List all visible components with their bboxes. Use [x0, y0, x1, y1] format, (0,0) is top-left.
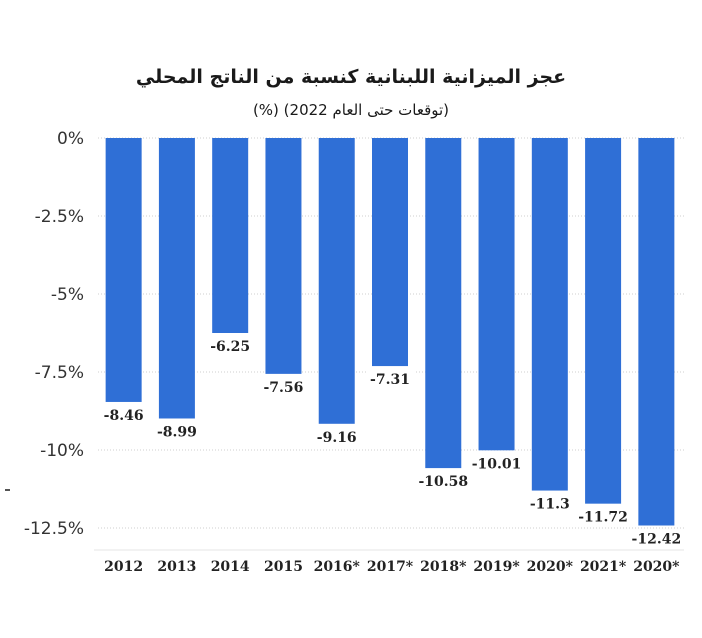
data-label: -10.01 [472, 456, 522, 472]
bar [265, 138, 302, 374]
y-tick-label: -2.5% [35, 207, 84, 227]
data-label: -11.72 [578, 510, 628, 526]
bar [105, 138, 142, 402]
left-edge-mark [5, 489, 10, 491]
x-tick-label: 2018* [420, 559, 467, 575]
bar [478, 138, 515, 451]
bar [212, 138, 249, 333]
bar [638, 138, 675, 526]
x-tick-label: 2013 [157, 559, 196, 575]
data-label-bg [312, 426, 361, 447]
x-tick-label: 2019* [473, 559, 520, 575]
bar [585, 138, 622, 504]
data-label: -7.56 [263, 380, 303, 396]
chart-subtitle: (توقعات حتى العام 2022) (%) [252, 101, 450, 119]
bar [318, 138, 355, 424]
x-tick-label: 2020* [527, 559, 574, 575]
data-label-bg [259, 376, 308, 397]
data-label: -12.42 [632, 532, 682, 548]
data-label-bg [419, 471, 468, 492]
y-tick-label: -5% [51, 285, 84, 305]
data-label: -10.58 [418, 474, 468, 490]
bar [372, 138, 408, 367]
x-tick-label: 2020* [633, 559, 680, 575]
data-label-bg [472, 453, 521, 474]
x-tick-label: 2017* [367, 559, 414, 575]
bar [531, 138, 568, 491]
chart-title: عجز الميزانية اللبنانية كنسبة من الناتج … [135, 66, 567, 88]
data-label-bg [579, 506, 628, 527]
data-label-bg [99, 404, 148, 425]
data-label: -7.31 [370, 372, 410, 388]
bar [158, 138, 195, 419]
x-tick-label: 2016* [314, 559, 361, 575]
data-label: -9.16 [317, 430, 357, 446]
data-label-bg [152, 421, 201, 442]
y-tick-label: -10% [40, 441, 84, 461]
y-tick-label: 0% [57, 129, 84, 149]
data-label-bg [366, 369, 414, 390]
data-label-bg [206, 336, 255, 356]
data-label: -11.3 [530, 497, 570, 513]
data-label: -8.99 [157, 424, 197, 440]
y-tick-label: -12.5% [24, 519, 84, 539]
data-label-bg [525, 493, 574, 514]
data-label-bg [632, 528, 681, 549]
x-tick-label: 2012 [104, 559, 143, 575]
x-tick-label: 2014 [211, 559, 250, 575]
x-tick-label: 2015 [264, 559, 303, 575]
bar [425, 138, 462, 469]
x-tick-label: 2021* [580, 559, 627, 575]
data-label: -8.46 [104, 408, 144, 424]
data-label: -6.25 [210, 339, 250, 355]
y-tick-label: -7.5% [35, 363, 84, 383]
